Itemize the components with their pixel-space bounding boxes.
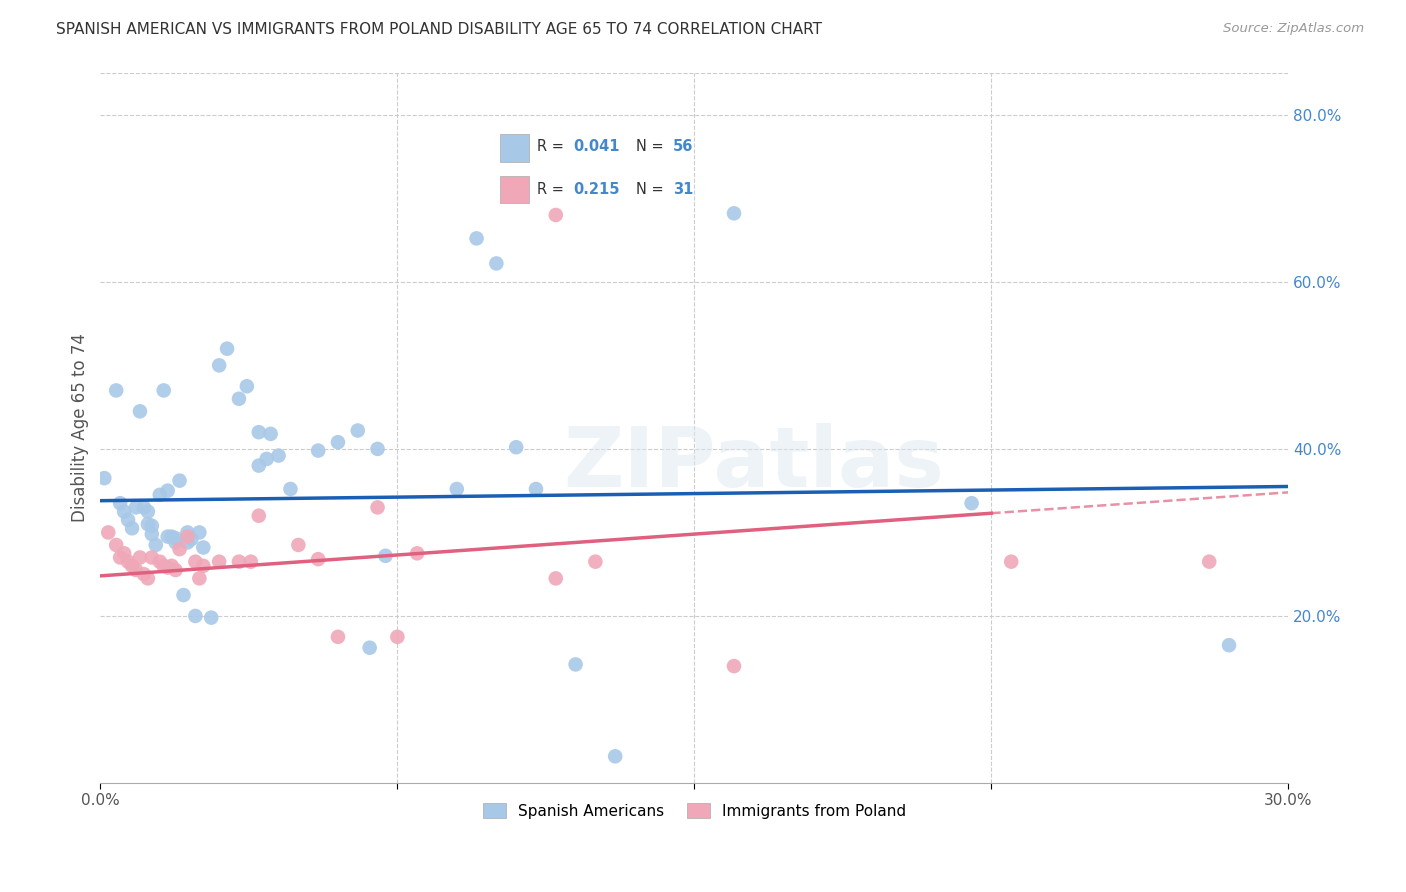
Point bbox=[564, 657, 586, 672]
Point bbox=[367, 442, 389, 456]
Point bbox=[145, 538, 167, 552]
Point bbox=[259, 426, 281, 441]
Point bbox=[152, 558, 174, 573]
Point bbox=[723, 206, 745, 220]
Point bbox=[132, 567, 155, 582]
Point bbox=[160, 558, 183, 573]
Point bbox=[136, 504, 159, 518]
Point bbox=[247, 458, 270, 473]
Point bbox=[256, 451, 278, 466]
Point bbox=[184, 609, 207, 624]
Point bbox=[129, 550, 152, 565]
Point bbox=[505, 440, 527, 454]
Point bbox=[97, 525, 120, 540]
Point bbox=[117, 513, 139, 527]
Point bbox=[1218, 638, 1240, 652]
Point bbox=[193, 541, 215, 555]
Point bbox=[960, 496, 983, 510]
Point bbox=[136, 571, 159, 585]
Point bbox=[176, 530, 198, 544]
Point bbox=[149, 555, 172, 569]
Point bbox=[169, 542, 191, 557]
Point bbox=[485, 256, 508, 270]
Point bbox=[217, 342, 239, 356]
Point bbox=[141, 527, 163, 541]
Text: ZIPatlas: ZIPatlas bbox=[564, 423, 945, 504]
Text: Source: ZipAtlas.com: Source: ZipAtlas.com bbox=[1223, 22, 1364, 36]
Point bbox=[387, 630, 409, 644]
Point bbox=[105, 538, 128, 552]
Point bbox=[239, 555, 262, 569]
Point bbox=[367, 500, 389, 515]
Point bbox=[346, 424, 368, 438]
Point bbox=[446, 482, 468, 496]
Point bbox=[136, 517, 159, 532]
Point bbox=[173, 588, 195, 602]
Point bbox=[208, 555, 231, 569]
Point bbox=[326, 435, 349, 450]
Point bbox=[374, 549, 396, 563]
Point bbox=[125, 500, 148, 515]
Point bbox=[160, 530, 183, 544]
Point bbox=[280, 482, 302, 496]
Point bbox=[247, 508, 270, 523]
Point bbox=[152, 384, 174, 398]
Point bbox=[583, 555, 606, 569]
Point bbox=[228, 555, 250, 569]
Point bbox=[149, 488, 172, 502]
Point bbox=[112, 504, 135, 518]
Point bbox=[247, 425, 270, 440]
Point bbox=[117, 555, 139, 569]
Point bbox=[359, 640, 381, 655]
Point bbox=[544, 208, 567, 222]
Point bbox=[93, 471, 115, 485]
Point bbox=[169, 474, 191, 488]
Point bbox=[605, 749, 627, 764]
Point bbox=[307, 443, 329, 458]
Point bbox=[165, 531, 187, 545]
Point bbox=[108, 496, 131, 510]
Point bbox=[108, 550, 131, 565]
Point bbox=[121, 558, 143, 573]
Point bbox=[524, 482, 547, 496]
Point bbox=[1000, 555, 1022, 569]
Point bbox=[267, 449, 290, 463]
Point bbox=[165, 563, 187, 577]
Point bbox=[156, 483, 179, 498]
Point bbox=[188, 571, 211, 585]
Point bbox=[129, 404, 152, 418]
Point bbox=[208, 359, 231, 373]
Point bbox=[188, 525, 211, 540]
Point bbox=[165, 535, 187, 549]
Y-axis label: Disability Age 65 to 74: Disability Age 65 to 74 bbox=[72, 334, 89, 523]
Point bbox=[125, 563, 148, 577]
Point bbox=[105, 384, 128, 398]
Point bbox=[1198, 555, 1220, 569]
Point bbox=[121, 521, 143, 535]
Point bbox=[176, 535, 198, 549]
Point bbox=[544, 571, 567, 585]
Point bbox=[307, 552, 329, 566]
Point bbox=[141, 518, 163, 533]
Point bbox=[200, 610, 222, 624]
Text: SPANISH AMERICAN VS IMMIGRANTS FROM POLAND DISABILITY AGE 65 TO 74 CORRELATION C: SPANISH AMERICAN VS IMMIGRANTS FROM POLA… bbox=[56, 22, 823, 37]
Legend: Spanish Americans, Immigrants from Poland: Spanish Americans, Immigrants from Polan… bbox=[477, 797, 912, 825]
Point bbox=[228, 392, 250, 406]
Point bbox=[156, 560, 179, 574]
Point bbox=[156, 530, 179, 544]
Point bbox=[112, 546, 135, 560]
Point bbox=[406, 546, 429, 560]
Point bbox=[236, 379, 259, 393]
Point bbox=[132, 500, 155, 515]
Point bbox=[287, 538, 309, 552]
Point bbox=[184, 555, 207, 569]
Point bbox=[176, 525, 198, 540]
Point bbox=[465, 231, 488, 245]
Point bbox=[326, 630, 349, 644]
Point bbox=[723, 659, 745, 673]
Point bbox=[193, 558, 215, 573]
Point bbox=[141, 550, 163, 565]
Point bbox=[180, 532, 202, 546]
